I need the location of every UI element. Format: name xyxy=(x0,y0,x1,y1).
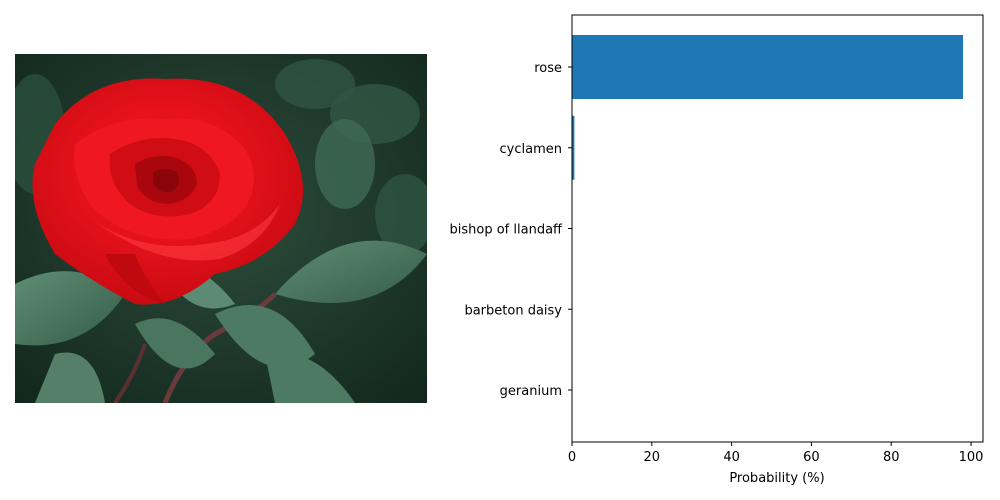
y-axis-ticks: rose cyclamen bishop of llandaff barbeton d… xyxy=(450,61,572,399)
bars-layer xyxy=(572,35,964,422)
bar-cyclamen xyxy=(572,115,575,180)
rose-photo-image xyxy=(15,54,427,403)
y-tick-label: cyclamen xyxy=(500,142,562,157)
y-tick-label: rose xyxy=(534,61,562,76)
bar-rose xyxy=(572,35,964,99)
x-tick-label: 60 xyxy=(803,450,820,465)
x-tick-label: 100 xyxy=(959,450,984,465)
y-tick-label: bishop of llandaff xyxy=(450,223,564,238)
x-tick-label: 80 xyxy=(883,450,900,465)
y-tick-label: geranium xyxy=(500,384,562,399)
x-tick-label: 0 xyxy=(568,450,576,465)
x-tick-label: 40 xyxy=(723,450,740,465)
y-tick-label: barbeton daisy xyxy=(464,303,562,318)
x-axis-label: Probability (%) xyxy=(729,471,824,486)
rose-photo xyxy=(15,54,427,403)
x-tick-label: 20 xyxy=(644,450,661,465)
x-axis-ticks: 0 20 40 60 80 100 xyxy=(568,442,984,465)
